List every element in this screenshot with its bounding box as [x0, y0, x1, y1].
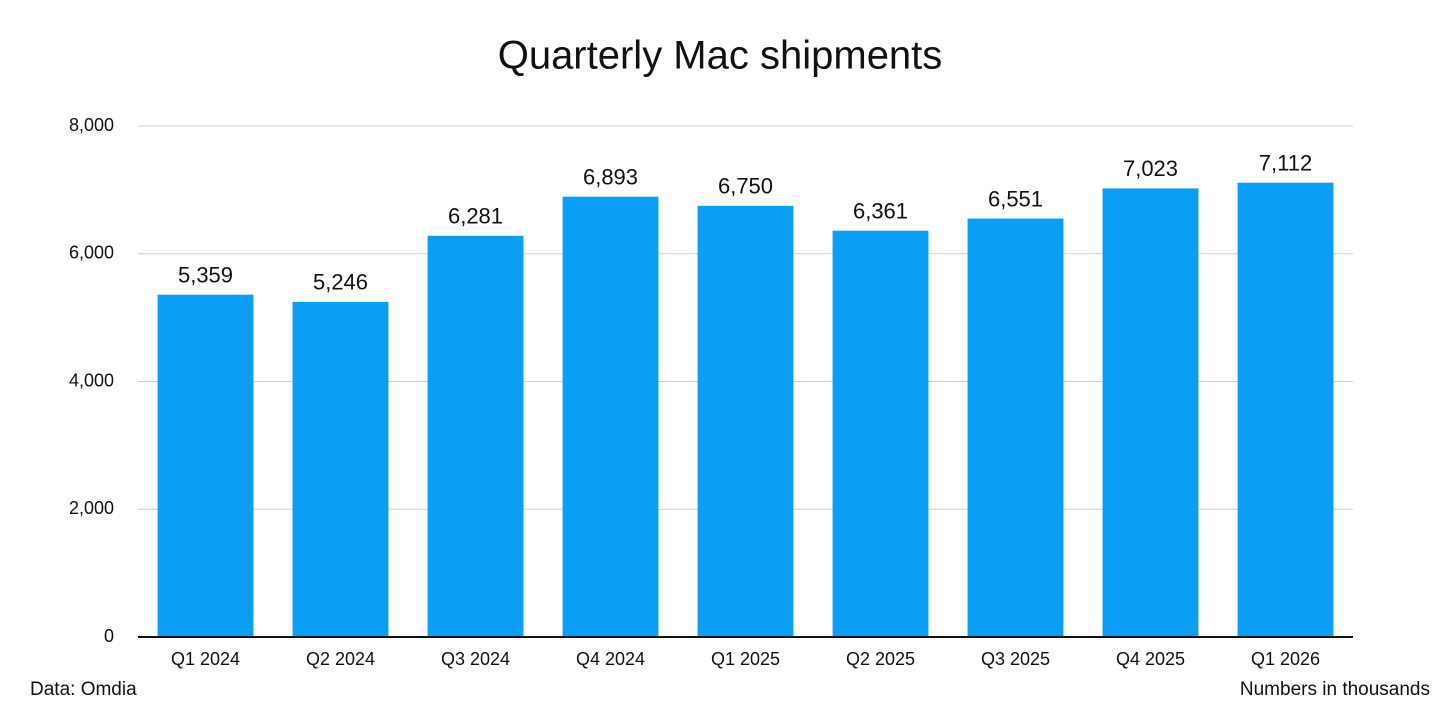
data-label: 5,246: [313, 270, 368, 295]
data-label: 6,281: [448, 204, 503, 229]
data-label: 6,893: [583, 165, 638, 190]
x-tick-label: Q4 2024: [576, 649, 645, 669]
data-label: 6,361: [853, 199, 908, 224]
bar: [967, 218, 1064, 637]
x-tick-label: Q3 2025: [981, 649, 1050, 669]
bar: [1237, 182, 1334, 637]
bar: [157, 294, 254, 637]
data-label: 7,112: [1259, 151, 1312, 176]
x-tick-label: Q2 2024: [306, 649, 375, 669]
x-tick-label: Q3 2024: [441, 649, 510, 669]
x-tick-label: Q4 2025: [1116, 649, 1185, 669]
x-tick-label: Q2 2025: [846, 649, 915, 669]
y-tick-label: 8,000: [69, 115, 114, 135]
bar: [562, 196, 659, 637]
bar: [1102, 188, 1199, 637]
data-label: 5,359: [178, 263, 233, 288]
y-tick-label: 2,000: [69, 498, 114, 518]
y-tick-label: 0: [104, 626, 114, 646]
data-label: 6,551: [988, 186, 1043, 211]
bar: [427, 235, 524, 637]
x-tick-label: Q1 2025: [711, 649, 780, 669]
y-tick-label: 6,000: [69, 243, 114, 263]
bar: [697, 205, 794, 637]
x-tick-label: Q1 2024: [171, 649, 240, 669]
units-note: Numbers in thousands: [1240, 679, 1430, 700]
x-tick-label: Q1 2026: [1251, 649, 1320, 669]
y-tick-label: 4,000: [69, 370, 114, 390]
bar: [292, 301, 389, 637]
bar: [832, 230, 929, 637]
source-note: Data: Omdia: [30, 679, 137, 700]
chart-title: Quarterly Mac shipments: [498, 34, 943, 78]
data-label: 6,750: [718, 174, 773, 199]
data-label: 7,023: [1123, 156, 1178, 181]
